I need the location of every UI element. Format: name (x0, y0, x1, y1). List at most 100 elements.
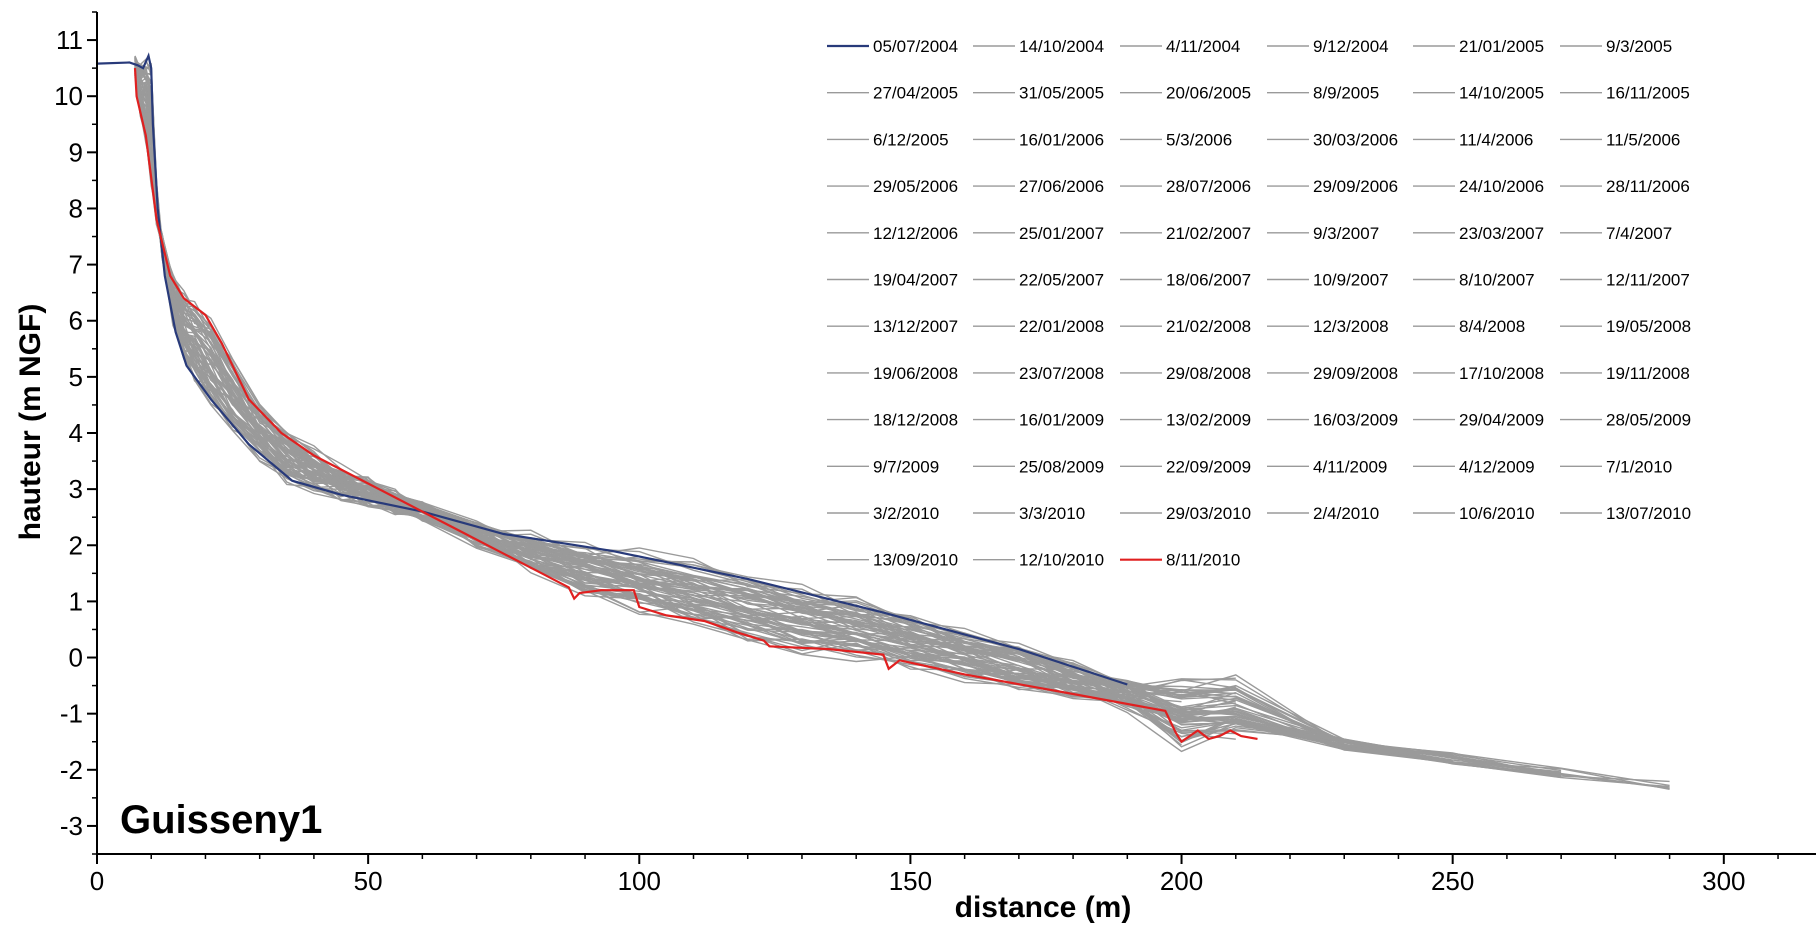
legend-entry: 16/01/2009 (1019, 411, 1104, 430)
profile-line (134, 58, 1345, 751)
legend-entry: 6/12/2005 (873, 130, 949, 149)
profile-line (134, 64, 1453, 755)
legend-entry: 30/03/2006 (1313, 130, 1398, 149)
legend-entry: 10/9/2007 (1313, 271, 1389, 290)
site-label: Guisseny1 (120, 798, 322, 842)
legend-entry: 11/4/2006 (1459, 130, 1533, 149)
legend-entry: 19/04/2007 (873, 271, 958, 290)
legend-entry: 9/3/2005 (1606, 37, 1672, 56)
legend-entry: 29/05/2006 (873, 177, 958, 196)
y-tick-label: 4 (69, 418, 83, 448)
legend-entry: 29/09/2008 (1313, 364, 1398, 383)
profile-line (134, 68, 1345, 743)
legend-entry: 19/11/2008 (1606, 364, 1690, 383)
profile-line (134, 59, 1345, 744)
legend-entry: 3/3/2010 (1019, 504, 1085, 523)
y-tick-label: -1 (60, 699, 83, 729)
legend-entry: 27/06/2006 (1019, 177, 1104, 196)
legend-entry: 19/06/2008 (873, 364, 958, 383)
legend-entry: 29/09/2006 (1313, 177, 1398, 196)
profile-line (134, 62, 1345, 746)
highlight-lines-group (96, 52, 1258, 744)
profile-line (134, 67, 1453, 763)
legend-entry: 13/02/2009 (1166, 411, 1251, 430)
profile-line (134, 66, 1345, 743)
legend-entry: 4/11/2004 (1166, 37, 1240, 56)
legend-entry: 9/3/2007 (1313, 224, 1379, 243)
profile-line (134, 61, 1453, 764)
y-tick-label: 9 (69, 137, 83, 167)
y-axis-title: hauteur (m NGF) (14, 304, 47, 541)
x-tick-label: 50 (354, 866, 383, 896)
legend-entry: 27/04/2005 (873, 84, 958, 103)
legend-entry: 29/03/2010 (1166, 504, 1251, 523)
profile-line (134, 65, 1345, 745)
legend-entry: 28/11/2006 (1606, 177, 1690, 196)
legend-entry: 8/4/2008 (1459, 317, 1525, 336)
legend-entry: 4/12/2009 (1459, 457, 1535, 476)
legend-entry: 4/11/2009 (1313, 457, 1387, 476)
y-tick-label: -2 (60, 755, 83, 785)
profile-line (134, 63, 1182, 719)
x-tick-label: 250 (1431, 866, 1474, 896)
profile-line (134, 74, 1182, 733)
legend-entry: 20/06/2005 (1166, 84, 1251, 103)
profile-line (134, 59, 1128, 698)
y-tick-label: 11 (56, 25, 83, 55)
profile-line (134, 63, 1453, 762)
legend-entry: 12/11/2007 (1606, 271, 1690, 290)
legend-entry: 8/9/2005 (1313, 84, 1379, 103)
legend-entry: 14/10/2005 (1459, 84, 1544, 103)
legend-entry: 11/5/2006 (1606, 130, 1680, 149)
legend-entry: 16/01/2006 (1019, 130, 1104, 149)
legend-entry: 12/3/2008 (1313, 317, 1389, 336)
profile-line (134, 72, 1345, 747)
legend-entry: 21/01/2005 (1459, 37, 1544, 56)
legend-entry: 28/07/2006 (1166, 177, 1251, 196)
highlight-line (133, 68, 1258, 744)
legend-entry: 31/05/2005 (1019, 84, 1104, 103)
x-tick-label: 100 (618, 866, 661, 896)
legend-entry: 22/01/2008 (1019, 317, 1104, 336)
legend-entry: 12/10/2010 (1019, 551, 1104, 570)
legend-entry: 28/05/2009 (1606, 411, 1691, 430)
y-tick-label: 10 (54, 81, 83, 111)
profile-line (134, 70, 1182, 746)
profile-line (134, 65, 1236, 740)
legend-entry: 16/11/2005 (1606, 84, 1690, 103)
profile-line (134, 67, 1345, 741)
y-tick-label: 7 (69, 250, 83, 280)
legend-entry: 24/10/2006 (1459, 177, 1544, 196)
legend-entry: 05/07/2004 (873, 37, 958, 56)
x-tick-label: 300 (1702, 866, 1745, 896)
legend-entry: 17/10/2008 (1459, 364, 1544, 383)
y-tick-label: 6 (69, 306, 83, 336)
legend-entry: 2/4/2010 (1313, 504, 1379, 523)
legend-entry: 13/07/2010 (1606, 504, 1691, 523)
legend-entry: 16/03/2009 (1313, 411, 1398, 430)
legend-entry: 22/05/2007 (1019, 271, 1104, 290)
profile-line (134, 58, 1345, 748)
profile-line (134, 60, 1236, 720)
legend-entry: 7/4/2007 (1606, 224, 1672, 243)
legend-entry: 18/12/2008 (873, 411, 958, 430)
highlight-line (96, 52, 1128, 686)
y-tick-label: 5 (69, 362, 83, 392)
profile-line (134, 63, 1345, 744)
legend-entry: 8/11/2010 (1166, 551, 1240, 570)
legend: 05/07/2004 14/10/2004 4/11/2004 9/12/2004 21… (827, 37, 1691, 570)
profile-line (134, 62, 1453, 762)
x-tick-label: 200 (1160, 866, 1203, 896)
profile-line (134, 69, 1453, 759)
legend-entry: 13/09/2010 (873, 551, 958, 570)
y-tick-label: 3 (69, 474, 83, 504)
legend-entry: 10/6/2010 (1459, 504, 1535, 523)
legend-entry: 12/12/2006 (873, 224, 958, 243)
legend-entry: 9/12/2004 (1313, 37, 1389, 56)
legend-entry: 29/08/2008 (1166, 364, 1251, 383)
profile-line (134, 63, 1345, 747)
profile-line (134, 73, 1182, 703)
legend-entry: 9/7/2009 (873, 457, 939, 476)
profile-line (134, 66, 1345, 749)
